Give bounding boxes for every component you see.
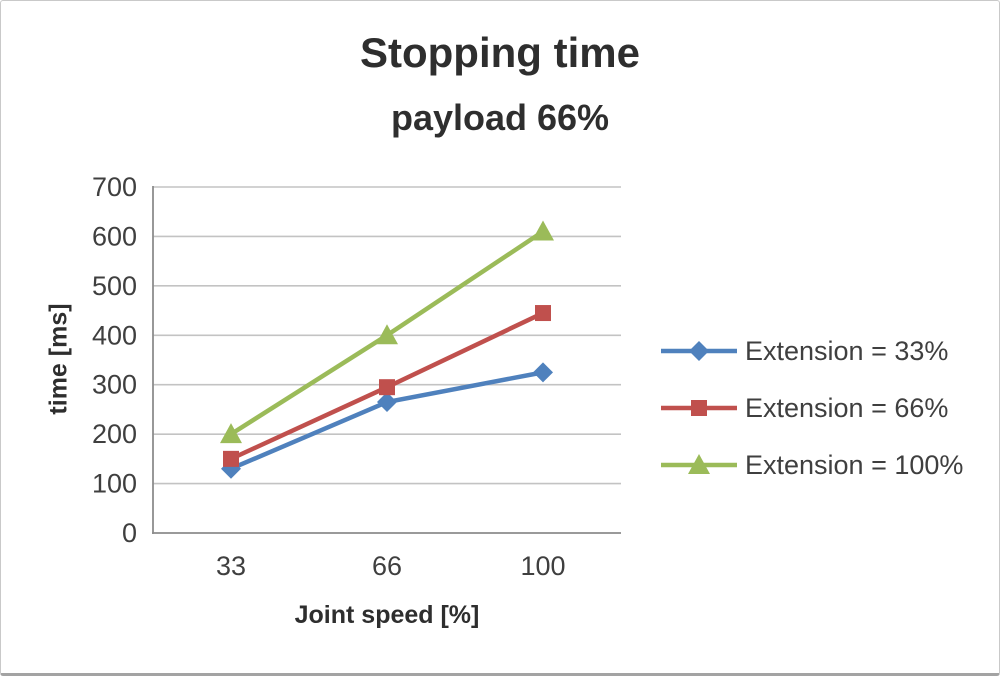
y-tick-label: 200 <box>92 419 137 449</box>
y-tick-label: 700 <box>92 172 137 202</box>
square-marker <box>379 379 395 396</box>
y-tick-label: 100 <box>92 469 137 499</box>
triangle-marker <box>376 324 398 345</box>
square-marker <box>223 450 239 467</box>
diamond-marker <box>377 392 397 413</box>
legend-label: Extension = 100% <box>745 449 964 480</box>
legend-item: Extension = 66% <box>661 392 963 424</box>
y-tick-label: 300 <box>92 370 137 400</box>
x-tick-label: 33 <box>216 551 246 581</box>
triangle-marker <box>220 423 242 444</box>
y-tick-label: 400 <box>92 320 137 350</box>
x-axis-title: Joint speed [%] <box>294 601 480 629</box>
y-tick-label: 0 <box>122 518 137 548</box>
x-tick-label: 100 <box>520 551 565 581</box>
triangle-marker <box>688 454 710 474</box>
legend-key-sample <box>661 400 737 416</box>
triangle-marker <box>532 220 554 241</box>
square-marker <box>535 305 551 322</box>
legend-item: Extension = 100% <box>661 449 963 481</box>
legend-key-sample <box>661 341 737 361</box>
chart-title: Stopping time <box>360 29 640 76</box>
square-marker <box>691 400 707 416</box>
y-axis-title: time [ms] <box>44 303 73 415</box>
diamond-marker <box>689 341 709 361</box>
legend-item: Extension = 33% <box>661 335 963 367</box>
y-tick-label: 600 <box>92 221 137 251</box>
legend-label: Extension = 66% <box>745 392 949 423</box>
chart-subtitle: payload 66% <box>390 97 610 138</box>
diamond-marker <box>533 362 553 383</box>
x-tick-label: 66 <box>372 551 402 581</box>
legend-key-sample <box>661 454 737 474</box>
y-tick-label: 500 <box>92 271 137 301</box>
legend: Extension = 33% Extension = 66% Extension … <box>661 335 963 481</box>
legend-label: Extension = 33% <box>745 335 949 366</box>
